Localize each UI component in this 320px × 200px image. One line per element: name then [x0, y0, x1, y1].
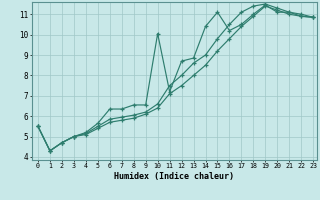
- X-axis label: Humidex (Indice chaleur): Humidex (Indice chaleur): [115, 172, 234, 181]
